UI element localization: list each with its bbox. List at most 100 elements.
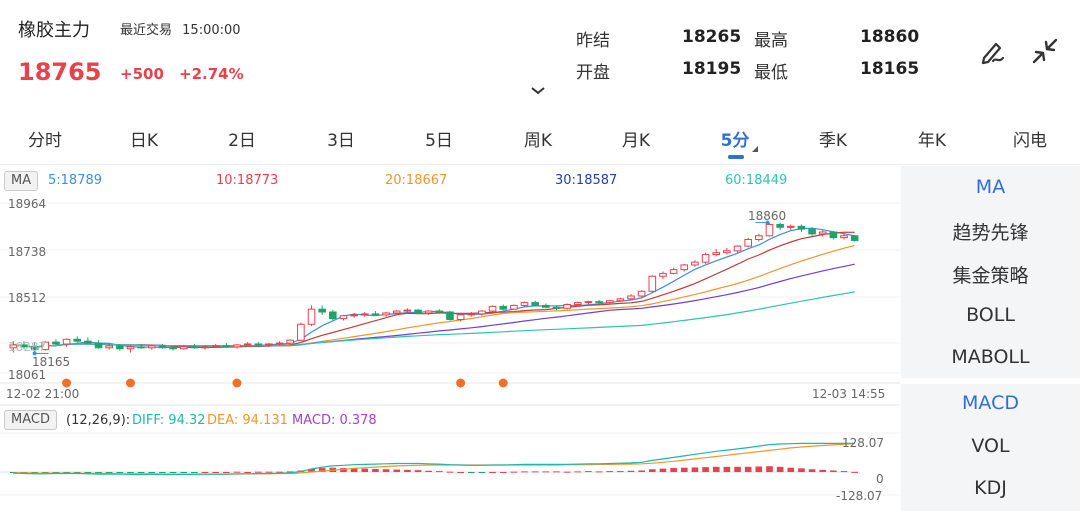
- candle-body: [499, 305, 508, 310]
- macd-histogram-bar: [787, 467, 795, 472]
- time-end: 12-03 14:55: [812, 387, 886, 401]
- candle-body: [584, 301, 593, 304]
- last-trade-time: 15:00:00: [182, 23, 241, 38]
- candle-body: [755, 235, 763, 241]
- side-item-trend-pioneer[interactable]: 趋势先锋: [952, 222, 1029, 244]
- candle-body: [595, 301, 603, 304]
- candle-body: [73, 338, 82, 342]
- macd-histogram-bar: [446, 471, 454, 473]
- macd-histogram-bar: [766, 466, 773, 472]
- side-item-ma[interactable]: MA: [975, 176, 1006, 198]
- macd-histogram-bar: [659, 468, 667, 472]
- candle-body: [254, 343, 263, 346]
- candle-body: [488, 305, 497, 312]
- candle-body: [840, 235, 848, 239]
- high-label: 最高: [754, 31, 788, 51]
- candle-body: [573, 302, 582, 305]
- side-item-maboll[interactable]: MABOLL: [951, 346, 1030, 368]
- candle-body: [403, 309, 412, 312]
- prev-settle-value: 18265: [682, 27, 742, 47]
- macd-histogram-bar: [499, 472, 507, 473]
- tab-timeshare[interactable]: 分时: [28, 131, 62, 151]
- y-label-3: 18512: [8, 291, 47, 305]
- candle-body: [158, 345, 167, 349]
- macd-histogram-bar: [148, 472, 156, 473]
- side-item-kdj[interactable]: KDJ: [974, 477, 1007, 499]
- macd-histogram-bar: [840, 471, 848, 473]
- macd-histogram-bar: [95, 472, 102, 473]
- tab-5min[interactable]: 5分: [720, 131, 750, 151]
- side-item-boll[interactable]: BOLL: [966, 304, 1015, 326]
- tab-quarterly[interactable]: 季K: [818, 131, 848, 151]
- kline-chart[interactable]: [0, 165, 900, 511]
- ma20-value: 20:18667: [385, 173, 448, 188]
- macd-histogram-bar: [52, 472, 60, 473]
- candle-body: [691, 261, 699, 266]
- tab-yearly[interactable]: 年K: [917, 131, 947, 151]
- macd-diff-value: DIFF: 94.32: [132, 413, 206, 428]
- candle-body: [350, 314, 358, 317]
- tab-flash[interactable]: 闪电: [1013, 131, 1047, 151]
- macd-histogram-bar: [585, 471, 592, 473]
- tab-3day[interactable]: 3日: [327, 131, 355, 151]
- macd-histogram-bar: [169, 472, 177, 473]
- tab-weekly[interactable]: 周K: [523, 131, 553, 151]
- candle-body: [850, 235, 859, 241]
- candle-body: [265, 343, 273, 346]
- macd-histogram-bar: [350, 468, 358, 472]
- tab-5day[interactable]: 5日: [425, 131, 453, 151]
- y-label-bottom: 18061: [8, 368, 47, 382]
- tab-daily[interactable]: 日K: [129, 131, 159, 151]
- macd-indicator-badge[interactable]: MACD: [4, 410, 57, 430]
- side-item-macd[interactable]: MACD: [962, 392, 1019, 414]
- tab-dropdown-corner-icon[interactable]: [752, 146, 758, 152]
- macd-y-bottom: -128.07: [836, 489, 883, 503]
- macd-histogram-bar: [393, 469, 401, 472]
- macd-histogram-bar: [467, 472, 475, 473]
- pen-draw-icon[interactable]: [978, 36, 1008, 66]
- macd-params: (12,26,9):: [66, 413, 131, 428]
- tab-monthly[interactable]: 月K: [621, 131, 651, 151]
- side-item-vol[interactable]: VOL: [971, 435, 1010, 457]
- current-price: 18765: [18, 58, 102, 86]
- macd-diff-line: [13, 442, 855, 475]
- candle-body: [169, 347, 177, 350]
- candle-body: [478, 310, 486, 315]
- candle-body: [733, 245, 742, 252]
- candle-body: [360, 313, 369, 316]
- chevron-down-icon[interactable]: [530, 86, 546, 96]
- ma60-value: 60:18449: [725, 173, 788, 188]
- tab-2day[interactable]: 2日: [228, 131, 256, 151]
- macd-histogram-bar: [702, 467, 709, 472]
- side-item-gold-strategy[interactable]: 集金策略: [952, 265, 1029, 287]
- candle-body: [435, 310, 444, 313]
- macd-histogram-bar: [691, 467, 699, 472]
- active-tab-indicator: [728, 155, 744, 159]
- macd-histogram-bar: [382, 469, 390, 472]
- prev-settle-label: 昨结: [576, 31, 610, 51]
- candle-body: [62, 338, 71, 345]
- candle-body: [648, 275, 657, 292]
- macd-histogram-bar: [819, 469, 827, 472]
- macd-histogram-bar: [606, 471, 614, 473]
- shrink-arrows-icon[interactable]: [1030, 36, 1060, 66]
- macd-histogram-bar: [553, 471, 560, 473]
- macd-histogram-bar: [617, 471, 624, 473]
- macd-histogram-bar: [73, 472, 81, 473]
- price-change: +500: [120, 65, 164, 83]
- macd-histogram-bar: [478, 472, 486, 473]
- candle-body: [179, 346, 188, 350]
- candle-body: [797, 225, 806, 230]
- macd-histogram-bar: [84, 472, 92, 473]
- candle-body: [669, 269, 678, 274]
- candle-body: [41, 341, 50, 351]
- ma-indicator-badge[interactable]: MA: [4, 171, 39, 191]
- candle-body: [701, 254, 710, 263]
- macd-histogram-bar: [489, 472, 496, 473]
- candle-body: [723, 250, 731, 254]
- macd-histogram-bar: [159, 472, 166, 473]
- macd-histogram-bar: [723, 466, 731, 472]
- side-menu-separator: [901, 378, 1080, 384]
- event-marker-dot: [125, 378, 135, 388]
- candle-body: [116, 345, 124, 350]
